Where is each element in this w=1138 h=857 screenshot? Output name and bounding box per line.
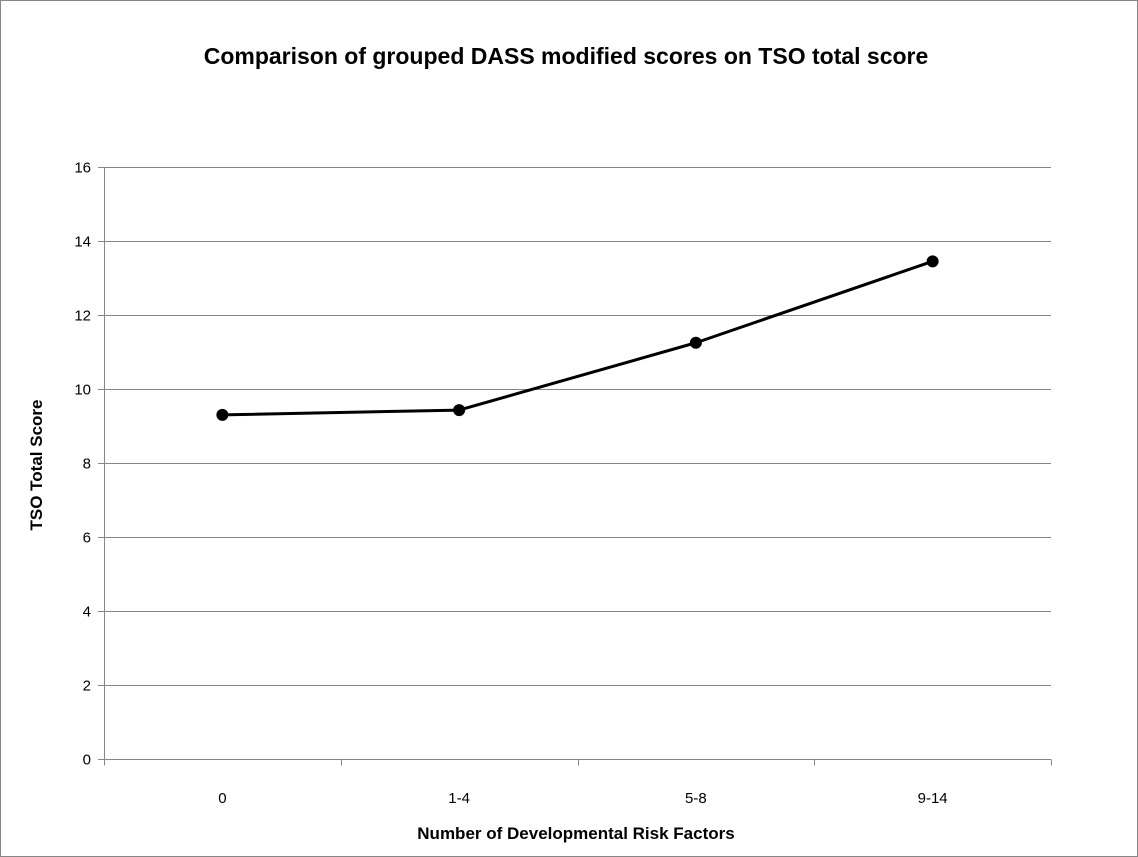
y-tick-label: 16 xyxy=(74,160,91,177)
data-point-marker xyxy=(453,404,466,417)
chart-title: Comparison of grouped DASS modified scor… xyxy=(204,43,929,69)
y-tick-label: 10 xyxy=(74,382,91,399)
y-tick-label: 6 xyxy=(83,530,91,547)
x-axis-title: Number of Developmental Risk Factors xyxy=(417,824,734,843)
x-tick-label: 5-8 xyxy=(685,790,707,807)
x-tick-label: 9-14 xyxy=(918,790,948,807)
y-axis-title: TSO Total Score xyxy=(27,400,46,531)
series xyxy=(216,255,939,421)
y-tick-label: 14 xyxy=(74,234,91,251)
axes xyxy=(104,167,1051,760)
data-point-marker xyxy=(689,336,702,349)
x-tick-label: 1-4 xyxy=(448,790,470,807)
series-line xyxy=(222,259,934,417)
x-tick-label: 0 xyxy=(218,790,226,807)
y-tick-label: 0 xyxy=(83,752,91,769)
y-tick-label: 4 xyxy=(83,604,91,621)
x-axis-ticks: 0 1-4 5-8 9-14 xyxy=(104,759,1052,807)
y-axis-ticks: 0 2 4 6 8 10 12 14 16 xyxy=(74,160,104,769)
y-tick-label: 12 xyxy=(74,308,91,325)
y-tick-label: 8 xyxy=(83,456,91,473)
gridlines xyxy=(104,167,1051,686)
data-point-marker xyxy=(216,408,229,421)
data-point-marker xyxy=(926,255,939,268)
y-tick-label: 2 xyxy=(83,678,91,695)
